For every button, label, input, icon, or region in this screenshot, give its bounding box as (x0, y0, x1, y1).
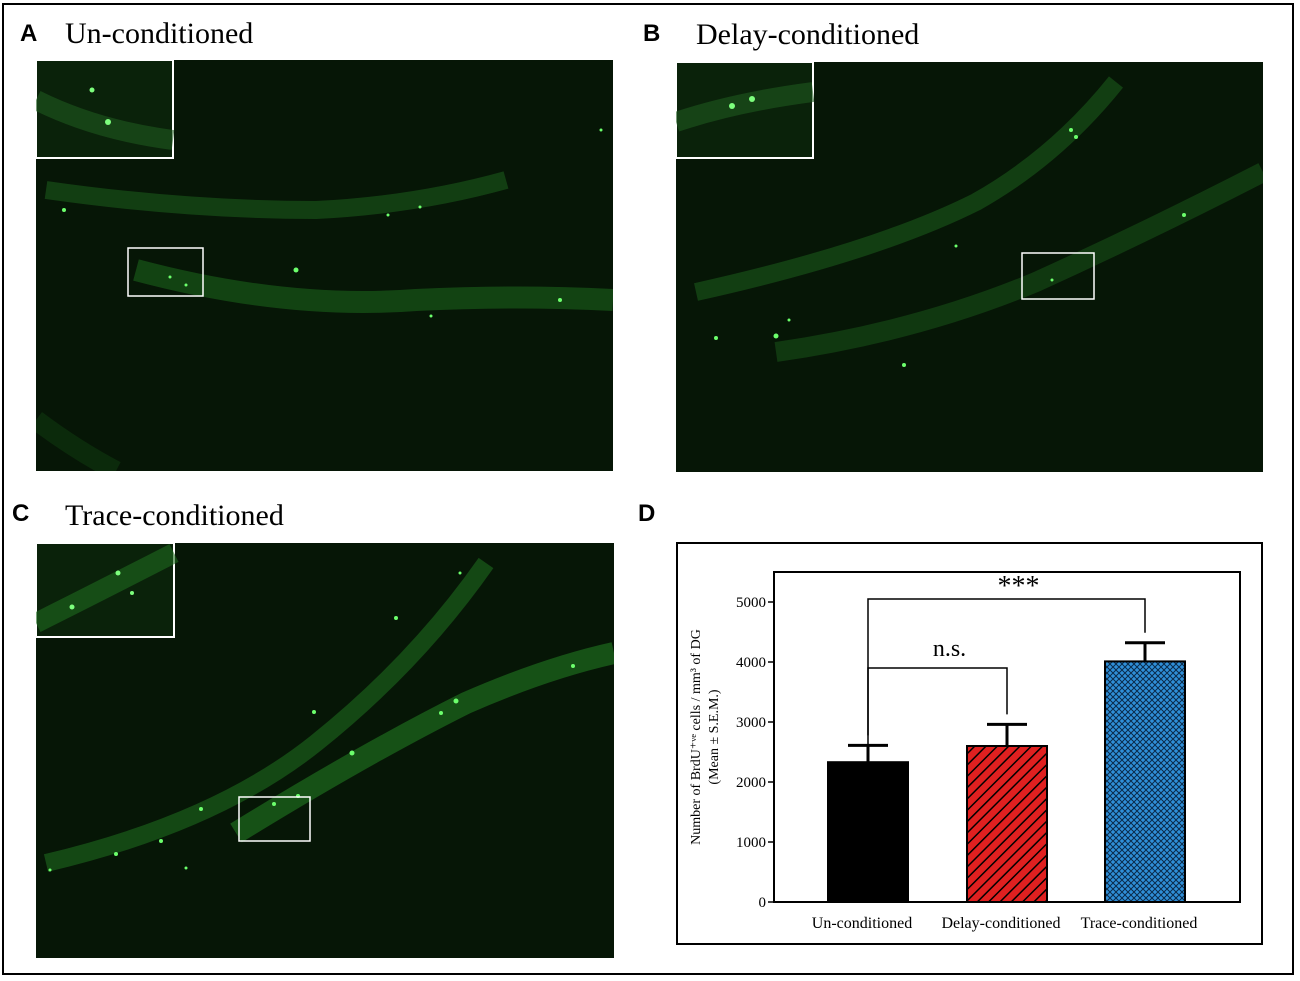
y-tick-label: 5000 (736, 595, 766, 611)
micrograph-c (36, 543, 614, 958)
panel-d-letter: D (638, 500, 656, 527)
significance-label: n.s. (933, 636, 966, 662)
bar-un-conditioned (827, 761, 909, 903)
y-tick-label: 4000 (736, 655, 766, 671)
figure-frame (2, 3, 1294, 975)
y-tick-label: 0 (759, 895, 767, 911)
micrograph-b (676, 62, 1263, 472)
x-category-label: Trace-conditioned (1081, 915, 1198, 932)
bar-chart: Number of BrdU⁺ᵛᵉ cells / mm³ of DG (Mean… (689, 571, 1241, 932)
x-category-label: Un-conditioned (812, 915, 912, 932)
significance-label: *** (998, 571, 1040, 602)
y-axis-label-line2: (Mean ± S.E.M.) (707, 689, 722, 785)
micrograph-a (36, 60, 613, 471)
y-axis-label: Number of BrdU⁺ᵛᵉ cells / mm³ of DG (689, 629, 704, 845)
panel-c-letter: C (12, 500, 30, 527)
bar-chart-panel: Number of BrdU⁺ᵛᵉ cells / mm³ of DG (Mean… (676, 542, 1263, 945)
bar-trace-conditioned (1104, 660, 1186, 904)
panel-a-title: Un-conditioned (65, 17, 254, 50)
y-tick-label: 3000 (736, 715, 766, 731)
bar-delay-conditioned (966, 745, 1048, 903)
panel-b-letter: B (643, 20, 661, 47)
panel-b-title: Delay-conditioned (696, 18, 920, 51)
y-tick-label: 2000 (736, 775, 766, 791)
y-tick-label: 1000 (736, 835, 766, 851)
panel-a-letter: A (20, 20, 38, 47)
x-category-label: Delay-conditioned (941, 915, 1060, 932)
significance-bracket (867, 598, 1146, 736)
panel-c-title: Trace-conditioned (65, 499, 284, 532)
